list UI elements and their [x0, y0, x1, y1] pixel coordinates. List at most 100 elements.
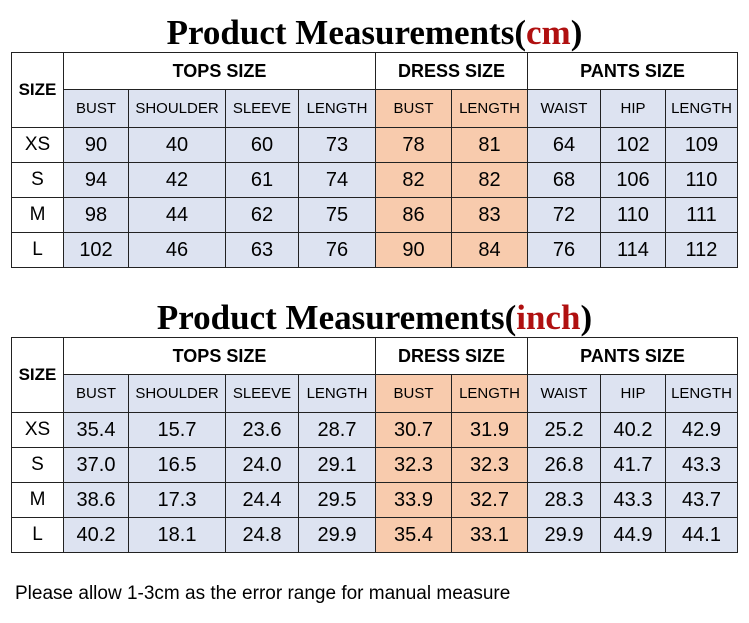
- column-header: WAIST: [527, 374, 601, 413]
- column-header: BUST: [63, 374, 129, 413]
- measure-cell-text: 40: [165, 133, 189, 156]
- column-header-text: SLEEVE: [232, 100, 292, 117]
- size-label-text: S: [31, 169, 44, 190]
- measure-cell: 28.3: [527, 482, 601, 518]
- measure-cell: 78: [375, 127, 452, 163]
- measure-cell: 32.3: [451, 447, 528, 483]
- measure-cell-text: 42.9: [682, 418, 721, 441]
- measure-cell: 90: [375, 232, 452, 268]
- measure-cell: 43.7: [665, 482, 738, 518]
- column-header-text: BUST: [393, 385, 434, 402]
- column-header-text: BUST: [75, 100, 116, 117]
- measure-cell: 40.2: [600, 412, 666, 448]
- column-header: SLEEVE: [225, 374, 299, 413]
- column-header-text: LENGTH: [671, 385, 732, 402]
- measure-cell-text: 60: [250, 133, 274, 156]
- measure-cell-text: 86: [402, 203, 425, 226]
- group-header-text: DRESS SIZE: [397, 345, 506, 366]
- measure-cell: 76: [298, 232, 376, 268]
- measure-cell: 35.4: [63, 412, 129, 448]
- measure-cell-text: 41.7: [613, 453, 653, 476]
- measure-cell-text: 110: [685, 168, 718, 191]
- measure-cell-text: 25.2: [544, 418, 584, 441]
- measure-cell: 29.5: [298, 482, 376, 518]
- measure-cell-text: 17.3: [157, 488, 197, 511]
- measure-cell: 106: [600, 162, 666, 198]
- measure-cell-text: 30.7: [394, 418, 433, 441]
- measure-cell-text: 32.3: [470, 453, 509, 476]
- column-header-text: HIP: [620, 385, 646, 402]
- measure-cell: 24.8: [225, 517, 299, 553]
- title-prefix: Product Measurements(: [156, 298, 517, 337]
- measure-cell: 24.4: [225, 482, 299, 518]
- measure-cell: 33.9: [375, 482, 452, 518]
- column-header: WAIST: [527, 89, 601, 128]
- measure-cell: 94: [63, 162, 129, 198]
- measure-cell: 68: [527, 162, 601, 198]
- measure-cell-text: 62: [250, 203, 274, 226]
- measure-cell-text: 44.1: [682, 523, 721, 546]
- measure-cell: 43.3: [600, 482, 666, 518]
- measure-cell: 102: [600, 127, 666, 163]
- column-header: LENGTH: [665, 89, 738, 128]
- measure-cell: 40: [128, 127, 226, 163]
- measure-cell-text: 94: [84, 168, 108, 191]
- measure-cell: 109: [665, 127, 738, 163]
- measure-cell: 64: [527, 127, 601, 163]
- measure-cell: 32.3: [375, 447, 452, 483]
- measure-cell: 61: [225, 162, 299, 198]
- measure-cell-text: 61: [250, 168, 274, 191]
- measure-cell-text: 90: [84, 133, 108, 156]
- group-header: TOPS SIZE: [63, 52, 376, 90]
- measure-cell-text: 29.5: [317, 488, 357, 511]
- measure-cell: 38.6: [63, 482, 129, 518]
- measure-cell-text: 16.5: [157, 453, 197, 476]
- group-header: DRESS SIZE: [375, 52, 528, 90]
- size-label-text: XS: [24, 419, 51, 440]
- measure-cell-text: 102: [616, 133, 650, 156]
- column-header-text: SHOULDER: [135, 100, 219, 117]
- group-header-text: TOPS SIZE: [172, 60, 267, 81]
- measure-cell-text: 35.4: [394, 523, 433, 546]
- measure-cell: 74: [298, 162, 376, 198]
- measure-cell: 29.1: [298, 447, 376, 483]
- measure-cell: 112: [665, 232, 738, 268]
- measure-cell-text: 111: [686, 203, 717, 226]
- group-header-text: PANTS SIZE: [580, 60, 685, 81]
- measure-cell: 82: [451, 162, 528, 198]
- measure-cell: 16.5: [128, 447, 226, 483]
- measure-cell-text: 29.1: [317, 453, 357, 476]
- measure-cell: 24.0: [225, 447, 299, 483]
- column-header: LENGTH: [451, 89, 528, 128]
- measure-cell: 84: [451, 232, 528, 268]
- column-header: HIP: [600, 89, 666, 128]
- measure-cell: 18.1: [128, 517, 226, 553]
- column-header: SHOULDER: [128, 374, 226, 413]
- column-header-text: HIP: [620, 100, 646, 117]
- measure-cell: 62: [225, 197, 299, 233]
- size-header-text: SIZE: [18, 365, 57, 384]
- measure-cell-text: 44.9: [613, 523, 653, 546]
- column-header: LENGTH: [298, 374, 376, 413]
- title-prefix: Product Measurements(: [166, 13, 526, 52]
- measure-cell-text: 72: [552, 203, 576, 226]
- group-header: TOPS SIZE: [63, 337, 376, 375]
- measure-cell-text: 42: [165, 168, 189, 191]
- measure-cell: 42: [128, 162, 226, 198]
- column-header: BUST: [375, 374, 452, 413]
- measure-cell-text: 32.3: [394, 453, 433, 476]
- column-header-text: BUST: [393, 100, 434, 117]
- measure-cell: 102: [63, 232, 129, 268]
- measure-cell-text: 18.1: [157, 523, 197, 546]
- measure-cell-text: 24.4: [242, 488, 282, 511]
- size-label: XS: [11, 412, 64, 448]
- measure-cell-text: 81: [478, 133, 501, 156]
- column-header: LENGTH: [298, 89, 376, 128]
- size-label: XS: [11, 127, 64, 163]
- measure-cell-text: 78: [402, 133, 425, 156]
- column-header-text: LENGTH: [671, 100, 732, 117]
- measure-cell-text: 83: [478, 203, 501, 226]
- column-header: SHOULDER: [128, 89, 226, 128]
- measure-cell-text: 68: [552, 168, 576, 191]
- measure-cell: 31.9: [451, 412, 528, 448]
